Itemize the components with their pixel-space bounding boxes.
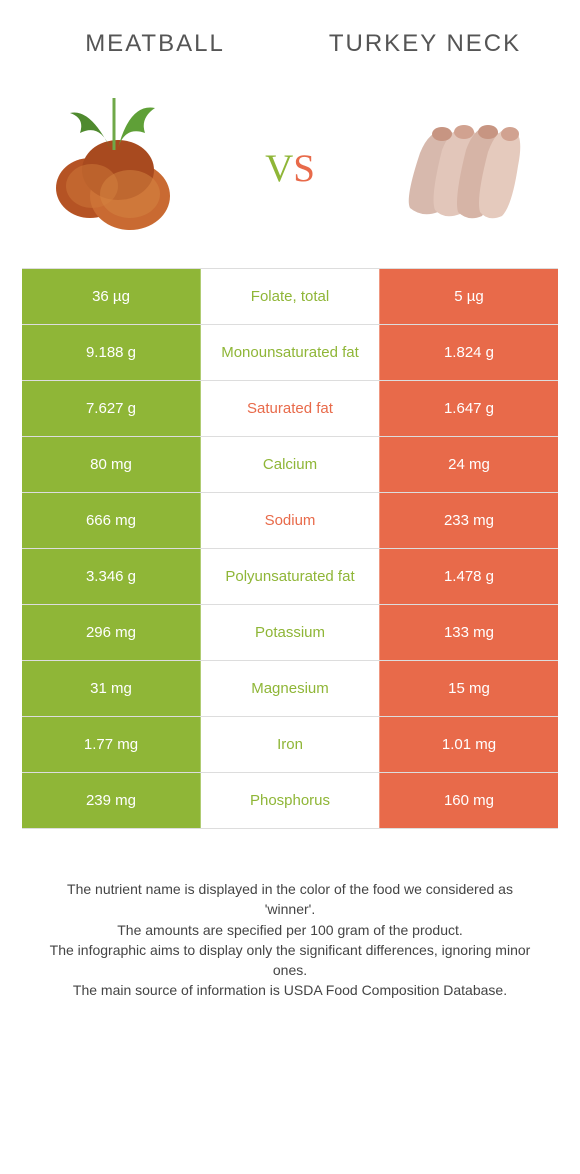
nutrient-label: Polyunsaturated fat [201,549,379,604]
right-value: 1.01 mg [379,717,558,772]
footer-line: The main source of information is USDA F… [40,980,540,1000]
right-value: 24 mg [379,437,558,492]
table-row: 3.346 gPolyunsaturated fat1.478 g [22,549,558,605]
nutrient-label: Saturated fat [201,381,379,436]
nutrient-label: Sodium [201,493,379,548]
header: Meatball Turkey neck [0,0,580,68]
left-food-title: Meatball [55,30,255,58]
left-value: 36 µg [22,269,201,324]
right-value: 1.478 g [379,549,558,604]
table-row: 9.188 gMonounsaturated fat1.824 g [22,325,558,381]
left-value: 666 mg [22,493,201,548]
right-value: 15 mg [379,661,558,716]
nutrient-label: Potassium [201,605,379,660]
footer-line: The nutrient name is displayed in the co… [40,879,540,920]
right-value: 233 mg [379,493,558,548]
left-value: 3.346 g [22,549,201,604]
nutrient-label: Folate, total [201,269,379,324]
left-food-image [30,78,200,248]
footer-line: The amounts are specified per 100 gram o… [40,920,540,940]
left-value: 9.188 g [22,325,201,380]
footer-line: The infographic aims to display only the… [40,940,540,981]
nutrient-label: Phosphorus [201,773,379,828]
nutrient-label: Iron [201,717,379,772]
vs-s: s [293,132,315,194]
left-value: 80 mg [22,437,201,492]
right-value: 1.647 g [379,381,558,436]
table-row: 36 µgFolate, total5 µg [22,269,558,325]
left-value: 31 mg [22,661,201,716]
right-value: 5 µg [379,269,558,324]
nutrient-label: Magnesium [201,661,379,716]
nutrient-label: Calcium [201,437,379,492]
images-row: vs [0,68,580,268]
vs-v: v [265,132,293,194]
left-value: 296 mg [22,605,201,660]
table-row: 296 mgPotassium133 mg [22,605,558,661]
nutrition-table: 36 µgFolate, total5 µg9.188 gMonounsatur… [22,268,558,829]
footer-notes: The nutrient name is displayed in the co… [0,829,580,1001]
right-food-title: Turkey neck [325,30,525,58]
nutrient-label: Monounsaturated fat [201,325,379,380]
left-value: 239 mg [22,773,201,828]
table-row: 7.627 gSaturated fat1.647 g [22,381,558,437]
left-value: 1.77 mg [22,717,201,772]
table-row: 666 mgSodium233 mg [22,493,558,549]
right-value: 133 mg [379,605,558,660]
table-row: 80 mgCalcium24 mg [22,437,558,493]
right-food-image [380,78,550,248]
table-row: 1.77 mgIron1.01 mg [22,717,558,773]
table-row: 31 mgMagnesium15 mg [22,661,558,717]
left-value: 7.627 g [22,381,201,436]
table-row: 239 mgPhosphorus160 mg [22,773,558,829]
right-value: 160 mg [379,773,558,828]
vs-label: vs [265,131,315,195]
right-value: 1.824 g [379,325,558,380]
